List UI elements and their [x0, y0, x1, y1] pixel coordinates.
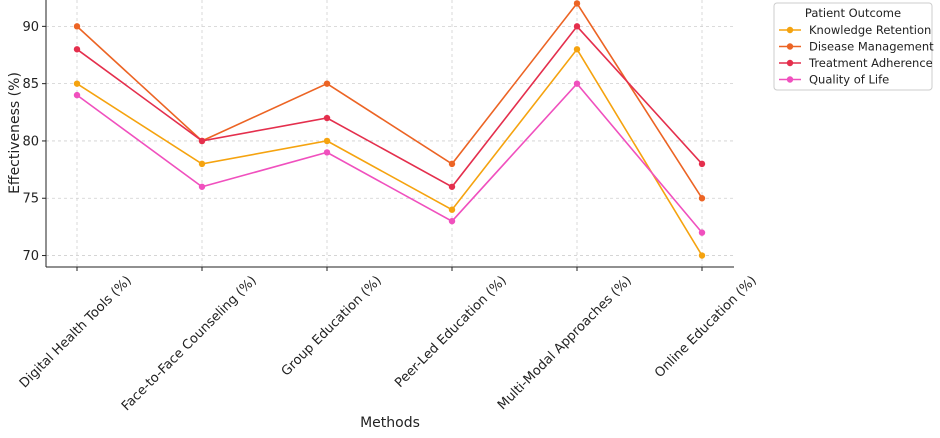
data-point [323, 149, 331, 156]
y-tick-label: 85 [22, 77, 39, 92]
legend-label: Quality of Life [809, 73, 889, 87]
data-point [73, 80, 81, 87]
legend-label: Disease Management [809, 40, 934, 54]
x-tick-label: Digital Health Tools (%) [17, 273, 135, 391]
y-tick-label: 80 [22, 134, 39, 149]
series-line [76, 25, 703, 188]
data-point [323, 114, 331, 122]
data-point [73, 46, 81, 53]
data-point [198, 183, 206, 190]
x-tick-label: Multi-Modal Approaches (%) [495, 273, 635, 413]
y-axis-label: Effectiveness (%) [7, 72, 23, 194]
series-disease-management [73, 0, 706, 202]
x-tick-labels: Digital Health Tools (%)Face-to-Face Cou… [17, 273, 760, 414]
data-point [698, 160, 706, 168]
data-point [73, 91, 81, 99]
data-point [448, 160, 456, 168]
series-knowledge-retention [73, 46, 706, 259]
x-tick-label: Group Education (%) [279, 273, 385, 379]
data-point [698, 229, 706, 236]
series-line [76, 82, 703, 234]
series-quality-of-life [73, 80, 706, 236]
legend-swatch-marker [786, 59, 794, 67]
legend-item: Quality of Life [779, 73, 889, 87]
data-point [573, 46, 581, 53]
series-layer [73, 0, 706, 259]
legend-label: Treatment Adherence [808, 56, 933, 70]
legend-swatch-marker [786, 26, 794, 34]
data-point [323, 80, 331, 87]
series-line [76, 2, 703, 199]
data-point [573, 80, 581, 87]
x-tick-label: Face-to-Face Counseling (%) [119, 273, 260, 414]
data-point [198, 137, 206, 145]
legend-frame [773, 2, 933, 91]
grid-lines [46, 0, 734, 267]
data-point [698, 252, 706, 259]
data-point [198, 160, 206, 168]
data-point [573, 0, 581, 7]
legend-label: Knowledge Retention [809, 23, 931, 37]
y-tick-labels: 70 75 80 85 90 [22, 20, 39, 264]
axes [42, 0, 734, 271]
x-tick-label: Peer-Led Education (%) [392, 273, 510, 391]
data-point [448, 217, 456, 225]
data-point [573, 23, 581, 30]
data-point [73, 23, 81, 30]
legend-items: Knowledge Retention Disease Management Tre… [779, 23, 934, 87]
y-tick-label: 90 [22, 20, 39, 35]
data-point [698, 195, 706, 202]
legend-title: Patient Outcome [805, 6, 901, 20]
series-treatment-adherence [73, 23, 706, 190]
legend-swatch-marker [786, 76, 794, 83]
data-point [448, 183, 456, 190]
data-point [448, 206, 456, 213]
data-point [323, 137, 331, 145]
legend-item: Knowledge Retention [779, 23, 931, 37]
y-tick-label: 70 [22, 249, 39, 264]
x-axis-label: Methods [360, 415, 420, 431]
legend-item: Treatment Adherence [779, 56, 933, 70]
y-tick-label: 75 [22, 192, 39, 207]
series-line [76, 47, 703, 256]
legend-swatch-marker [786, 43, 794, 50]
legend: Patient Outcome Knowledge Retention Disea… [773, 2, 934, 91]
x-tick-label: Online Education (%) [652, 273, 760, 381]
legend-item: Disease Management [779, 40, 934, 54]
